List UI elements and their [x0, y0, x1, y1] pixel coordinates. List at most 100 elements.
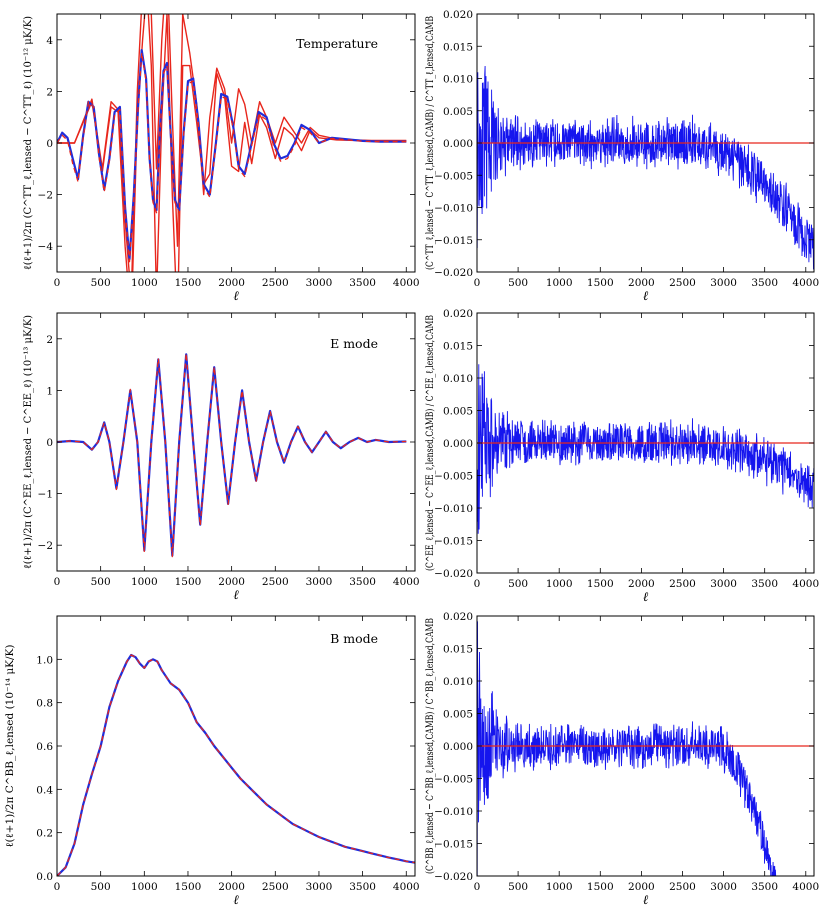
y-tick-label: 1 — [46, 385, 53, 397]
residual-line — [477, 364, 814, 534]
y-axis-label: ℓ(ℓ+1)/2π C^BB_ℓ,lensed (10⁻¹⁴ μK/K) — [4, 645, 16, 848]
y-tick-label: 4 — [46, 35, 53, 47]
y-tick-label: −0.010 — [434, 503, 473, 515]
y-tick-label: −0.015 — [434, 536, 473, 548]
series-line-lensed — [57, 353, 407, 557]
series-line-CAMB — [57, 654, 415, 876]
x-tick-label: 1000 — [546, 578, 573, 590]
x-tick-label: 500 — [91, 881, 111, 893]
y-tick-label: 0.015 — [443, 644, 473, 656]
y-tick-label: 0.4 — [36, 784, 53, 796]
y-tick-label: 0.010 — [443, 74, 473, 86]
chart-panel-bb-resid: 0 500 1000 1500 2000 2500 3000 3500 4000 −0.020 −0… — [424, 611, 819, 908]
x-tick-label: 500 — [91, 277, 111, 289]
y-tick-label: −0.020 — [434, 568, 473, 580]
x-tick-label: 4000 — [792, 277, 819, 289]
x-tick-label: 4000 — [792, 578, 819, 590]
plot-area — [477, 65, 814, 270]
y-axis-label: (C^BB_ℓ,lensed − C^BB_ℓ,lensed,CAMB) / C… — [424, 618, 436, 874]
y-tick-label: 0 — [46, 138, 53, 150]
y-tick-label: 0.005 — [443, 106, 473, 118]
x-tick-label: 3500 — [751, 277, 778, 289]
x-tick-label: 2500 — [262, 881, 289, 893]
y-tick-label: −0.020 — [434, 267, 473, 279]
residual-line — [477, 621, 778, 876]
plot-area — [57, 352, 407, 558]
x-tick-label: 3500 — [751, 881, 778, 893]
x-tick-label: 1500 — [175, 576, 202, 588]
x-tick-label: 3500 — [349, 277, 376, 289]
y-tick-label: −0.005 — [434, 774, 473, 786]
x-tick-label: 1000 — [131, 277, 158, 289]
x-tick-label: 4000 — [393, 277, 420, 289]
x-tick-label: 1500 — [175, 277, 202, 289]
x-tick-label: 500 — [508, 277, 528, 289]
x-tick-label: 1500 — [175, 881, 202, 893]
x-tick-label: 500 — [508, 578, 528, 590]
plot-area — [57, 653, 415, 876]
x-tick-label: 1500 — [587, 881, 614, 893]
panel-annotation: Temperature — [296, 36, 378, 51]
x-tick-label: 2500 — [262, 576, 289, 588]
series-line-lensed — [57, 48, 407, 261]
x-tick-label: 1000 — [546, 277, 573, 289]
x-axis-label: ℓ — [643, 289, 649, 304]
x-tick-label: 4000 — [792, 881, 819, 893]
x-tick-label: 4000 — [393, 576, 420, 588]
y-tick-label: 0.020 — [443, 611, 473, 623]
y-tick-label: −0.015 — [434, 839, 473, 851]
axes-frame — [56, 615, 416, 877]
chart-panel-ee-diff: 0 500 1000 1500 2000 2500 3000 3500 4000−2−1012ℓ… — [22, 312, 420, 603]
x-tick-label: 0 — [54, 881, 61, 893]
x-axis-label: ℓ — [643, 893, 649, 908]
y-tick-label: 0.015 — [443, 41, 473, 53]
y-tick-label: −2 — [38, 540, 53, 552]
x-tick-label: 2500 — [669, 881, 696, 893]
series-line-CAMB — [57, 52, 407, 263]
panel-annotation: B mode — [330, 631, 378, 646]
plot-area — [477, 364, 814, 534]
x-tick-label: 0 — [54, 277, 61, 289]
y-tick-label: 0.8 — [36, 698, 53, 710]
x-axis-label: ℓ — [233, 893, 239, 908]
x-tick-label: 0 — [474, 578, 481, 590]
x-tick-label: 2000 — [628, 881, 655, 893]
plot-area — [477, 621, 814, 876]
y-axis-label: ℓ(ℓ+1)/2π (C^TT_ℓ,lensed − C^TT_ℓ) (10⁻¹… — [22, 16, 34, 270]
x-tick-label: 3000 — [306, 881, 333, 893]
y-tick-label: −0.005 — [434, 471, 473, 483]
y-tick-label: −1 — [38, 489, 53, 501]
y-tick-label: −0.010 — [434, 203, 473, 215]
x-tick-label: 2500 — [262, 277, 289, 289]
y-tick-label: 0 — [46, 437, 53, 449]
x-tick-label: 1500 — [587, 578, 614, 590]
x-tick-label: 0 — [474, 881, 481, 893]
x-tick-label: 2500 — [669, 277, 696, 289]
y-tick-label: −0.020 — [434, 871, 473, 883]
y-tick-label: 2 — [46, 86, 53, 98]
y-tick-label: 0.6 — [36, 741, 53, 753]
x-tick-label: 1000 — [546, 881, 573, 893]
x-tick-label: 4000 — [393, 881, 420, 893]
y-axis-label: (C^TT_ℓ,lensed − C^TT_ℓ,lensed,CAMB) / C… — [424, 16, 436, 270]
y-tick-label: 0.020 — [443, 9, 473, 21]
y-tick-label: 0.000 — [443, 438, 473, 450]
y-tick-label: −2 — [38, 190, 53, 202]
x-tick-label: 3500 — [349, 576, 376, 588]
x-tick-label: 3000 — [710, 881, 737, 893]
y-tick-label: −4 — [38, 241, 54, 253]
x-axis-label: ℓ — [233, 289, 239, 304]
x-tick-label: 3000 — [306, 576, 333, 588]
series-line-CAMB — [57, 352, 407, 558]
y-tick-label: 0.020 — [443, 308, 473, 320]
chart-panel-bb-lensed: 0 500 1000 1500 2000 2500 3000 3500 4000 0.0 0.2 0.… — [4, 615, 420, 908]
y-tick-label: 0.005 — [443, 406, 473, 418]
x-tick-label: 2000 — [218, 576, 245, 588]
y-tick-label: 0.0 — [36, 871, 53, 883]
x-tick-label: 500 — [91, 576, 111, 588]
y-tick-label: −0.015 — [434, 235, 473, 247]
residual-line — [477, 65, 814, 270]
x-tick-label: 3000 — [306, 277, 333, 289]
series-line-lensed — [57, 653, 415, 876]
